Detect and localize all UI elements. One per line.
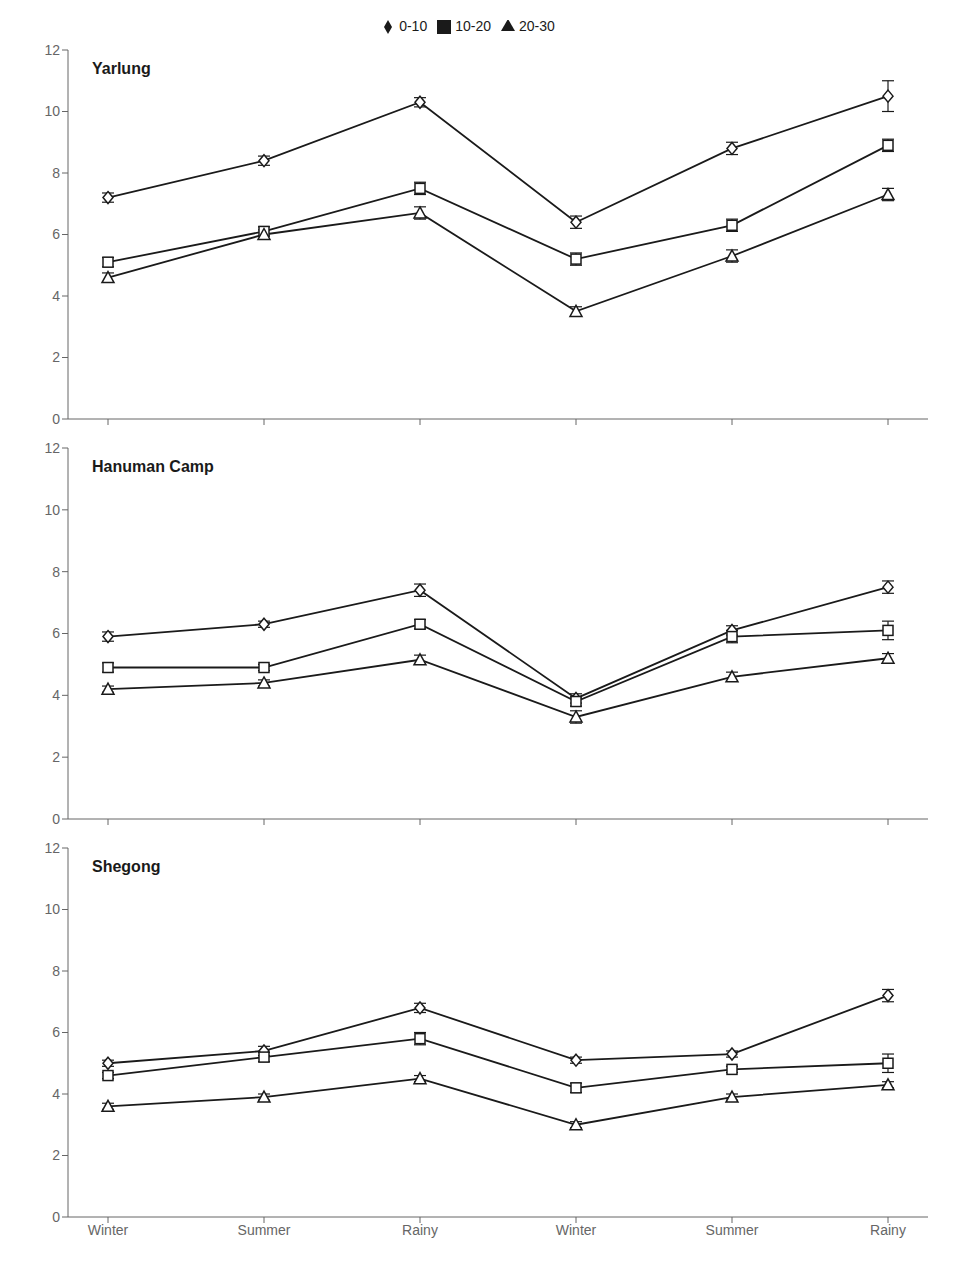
html-text:Shegong: Shegong [92,858,161,875]
svg-text:10: 10 [44,901,60,917]
svg-text:0: 0 [52,811,60,827]
svg-text:12: 12 [44,42,60,58]
svg-text:8: 8 [52,564,60,580]
svg-text:Rainy: Rainy [402,1222,438,1238]
svg-text:10: 10 [44,502,60,518]
svg-text:2: 2 [52,1147,60,1163]
svg-text:2: 2 [52,349,60,365]
svg-text:Winter: Winter [556,1222,597,1238]
svg-text:4: 4 [52,1086,60,1102]
svg-text:12: 12 [44,440,60,456]
svg-text:Summer: Summer [706,1222,759,1238]
svg-text:Winter: Winter [88,1222,129,1238]
svg-text:Rainy: Rainy [870,1222,906,1238]
html-text:20-30: 20-30 [519,18,555,34]
svg-text:8: 8 [52,963,60,979]
svg-text:6: 6 [52,1024,60,1040]
svg-text:4: 4 [52,687,60,703]
svg-text:0: 0 [52,411,60,427]
html-text:Yarlung: Yarlung [92,60,151,77]
svg-text:4: 4 [52,288,60,304]
svg-text:12: 12 [44,840,60,856]
svg-text:0: 0 [52,1209,60,1225]
svg-text:6: 6 [52,226,60,242]
svg-text:2: 2 [52,749,60,765]
svg-text:8: 8 [52,165,60,181]
svg-text:10: 10 [44,103,60,119]
html-text:0-10: 0-10 [399,18,428,34]
svg-text:6: 6 [52,625,60,641]
svg-text:Summer: Summer [238,1222,291,1238]
html-text:Hanuman Camp: Hanuman Camp [92,458,214,475]
html-text:10-20: 10-20 [455,18,491,34]
